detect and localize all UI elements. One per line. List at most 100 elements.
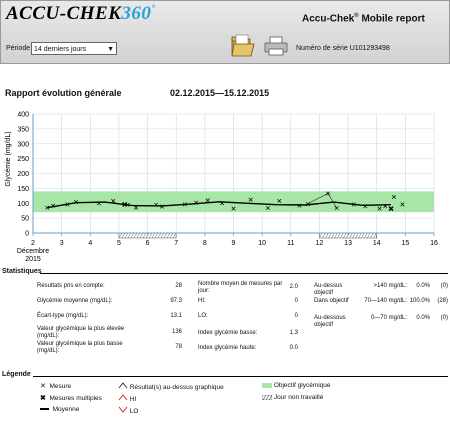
- stat-label: Au-dessus objectif: [314, 283, 343, 296]
- hatch-stroke: [148, 232, 153, 239]
- hatch-stroke: [142, 232, 147, 239]
- stat-value: 78: [175, 344, 182, 350]
- measurement-point: [383, 204, 388, 209]
- report-date-range: 02.12.2015—15.12.2015: [170, 88, 270, 98]
- measurement-point: [154, 202, 159, 207]
- x-tick-label: 8: [203, 240, 207, 247]
- x-tick-label: 2: [31, 240, 35, 247]
- hatch-stroke: [124, 232, 129, 239]
- y-tick-label: 0: [25, 231, 29, 238]
- hatch-stroke: [319, 232, 323, 239]
- caret-up-icon: [118, 382, 128, 389]
- measurement-point: [73, 200, 79, 205]
- measurement-point: [182, 202, 187, 207]
- legend-measure: ✕ Mesure: [40, 383, 72, 390]
- measurement-point: [45, 205, 50, 210]
- stat-range: 0—70 mg/dL:: [370, 315, 407, 321]
- average-line: [47, 201, 392, 209]
- hatch-stroke: [133, 232, 138, 239]
- legend-lo: LO: [118, 406, 138, 415]
- hi-caret-icon: [118, 394, 128, 401]
- measurement-points: [45, 191, 405, 212]
- y-tick-label: 350: [17, 126, 29, 133]
- hatch-stroke: [355, 232, 359, 239]
- report-title: Rapport évolution générale: [5, 88, 122, 98]
- hatch-stroke: [139, 232, 144, 239]
- hatch-stroke: [172, 232, 177, 239]
- target-band: [33, 191, 434, 213]
- x-tick-label: 12: [316, 240, 324, 247]
- measurement-point: [111, 198, 116, 203]
- hatch-stroke: [121, 232, 126, 239]
- x-mark-icon: ✕: [40, 383, 46, 390]
- hatch-stroke: [136, 232, 141, 239]
- stat-count: (28): [437, 298, 448, 304]
- y-tick-label: 400: [17, 112, 29, 119]
- x-start-year: 2015: [25, 256, 41, 263]
- y-axis-label: Glycémie (mg/dL): [5, 131, 12, 186]
- stat-label: Nombre moyen de mesures par jour:: [198, 281, 283, 294]
- measurement-point: [65, 202, 70, 207]
- legend-above-chart: Résultat(s) au-dessus graphique: [118, 382, 224, 391]
- chart-grid: [32, 113, 435, 234]
- stat-label: Glycémie moyenne (mg/dL):: [37, 298, 113, 304]
- report-type-title: Accu-Chek® Mobile report: [302, 13, 425, 25]
- y-tick-label: 250: [17, 156, 29, 163]
- multiple-measurement-point: [388, 206, 394, 212]
- stat-label: HI:: [198, 298, 206, 304]
- y-tick-label: 100: [17, 201, 29, 208]
- measurement-point: [248, 197, 253, 202]
- stat-value: 2.0: [289, 284, 298, 290]
- x-tick-label: 6: [146, 240, 150, 247]
- hatch-stroke: [157, 232, 162, 239]
- legend-divider: [33, 376, 448, 377]
- measurement-point: [305, 202, 311, 207]
- hatch-stroke: [151, 232, 156, 239]
- hatch-stroke: [127, 232, 132, 239]
- measurement-point: [231, 206, 236, 211]
- target-range-band: [33, 191, 434, 213]
- measurement-point: [377, 206, 382, 211]
- x-start-month: Décembre: [17, 248, 49, 255]
- measurement-point: [277, 198, 282, 203]
- stat-value: 1.3: [289, 330, 298, 336]
- average-line-icon: [40, 408, 49, 411]
- period-label: Période: [6, 45, 31, 52]
- measurement-point: [51, 203, 56, 208]
- measurement-point: [351, 202, 356, 207]
- stat-pct: 100.0%: [409, 298, 430, 304]
- target-swatch: [262, 382, 272, 388]
- hatch-stroke: [352, 232, 356, 239]
- x-tick-label: 5: [117, 240, 121, 247]
- hatch-stroke: [160, 232, 165, 239]
- measurement-point: [391, 194, 396, 200]
- chevron-down-icon: ▼: [107, 46, 114, 53]
- open-folder-icon[interactable]: [231, 34, 255, 58]
- measurement-point: [334, 205, 339, 211]
- x-tick-label: 3: [60, 240, 64, 247]
- x-tick-label: 16: [430, 240, 438, 247]
- measurement-point: [297, 203, 302, 208]
- hatch-stroke: [373, 232, 377, 239]
- measurement-point: [159, 204, 164, 209]
- stat-value: 28: [175, 283, 182, 289]
- legend-heading: Légende: [2, 371, 31, 378]
- legend-target: Objectif glycémique: [262, 382, 331, 389]
- hatch-stroke: [328, 232, 332, 239]
- accu-chek-logo: ACCU-CHEK360°: [6, 3, 156, 24]
- x-tick-label: 14: [373, 240, 381, 247]
- stat-value: 0.0: [289, 345, 298, 351]
- stat-value: 13.1: [170, 313, 182, 319]
- hatch-stroke: [154, 232, 159, 239]
- stat-value: 0: [294, 298, 298, 304]
- hatch-swatch-icon: [261, 394, 273, 401]
- stat-label: Valeur glycémique la plus élevée (mg/dL)…: [37, 326, 125, 339]
- legend-hi: HI: [118, 394, 136, 403]
- hatch-stroke: [130, 232, 135, 239]
- stat-count: (0): [440, 283, 448, 289]
- measurement-point: [325, 191, 331, 196]
- stat-label: Au-dessous objectif: [314, 315, 346, 328]
- stat-label: Dans objectif: [314, 298, 349, 304]
- period-select[interactable]: 14 derniers jours ▼: [31, 42, 117, 55]
- printer-icon[interactable]: [264, 36, 288, 56]
